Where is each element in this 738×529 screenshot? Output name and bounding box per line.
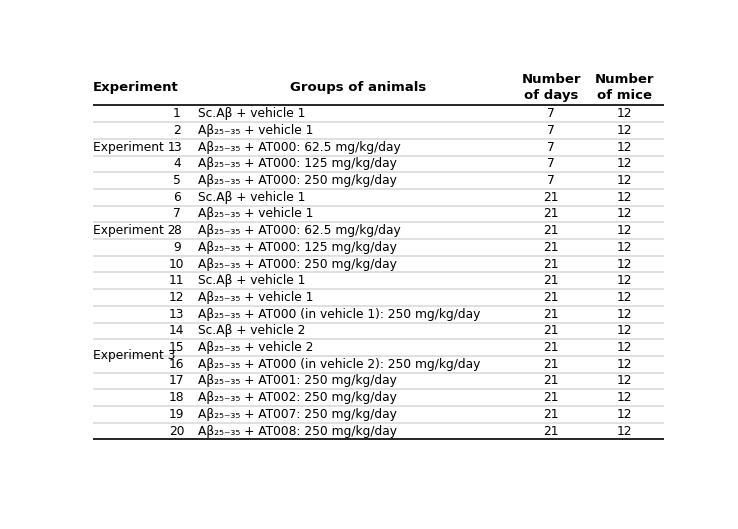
Text: Groups of animals: Groups of animals — [290, 81, 427, 94]
Text: 12: 12 — [617, 408, 632, 421]
Text: Aβ₂₅₋₃₅ + AT000: 125 mg/kg/day: Aβ₂₅₋₃₅ + AT000: 125 mg/kg/day — [198, 158, 397, 170]
Text: 21: 21 — [543, 275, 559, 287]
Text: 8: 8 — [173, 224, 181, 237]
Text: 5: 5 — [173, 174, 181, 187]
Text: 14: 14 — [169, 324, 184, 338]
Text: 9: 9 — [173, 241, 181, 254]
Text: Aβ₂₅₋₃₅ + vehicle 1: Aβ₂₅₋₃₅ + vehicle 1 — [198, 124, 314, 137]
Text: 12: 12 — [169, 291, 184, 304]
Text: 1: 1 — [173, 107, 181, 120]
Text: 2: 2 — [173, 124, 181, 137]
Text: 6: 6 — [173, 191, 181, 204]
Text: Aβ₂₅₋₃₅ + vehicle 2: Aβ₂₅₋₃₅ + vehicle 2 — [198, 341, 314, 354]
Text: Aβ₂₅₋₃₅ + AT000: 62.5 mg/kg/day: Aβ₂₅₋₃₅ + AT000: 62.5 mg/kg/day — [198, 141, 401, 154]
Text: 21: 21 — [543, 308, 559, 321]
Text: Aβ₂₅₋₃₅ + AT002: 250 mg/kg/day: Aβ₂₅₋₃₅ + AT002: 250 mg/kg/day — [198, 391, 397, 404]
Text: 21: 21 — [543, 207, 559, 221]
Text: 12: 12 — [617, 224, 632, 237]
Text: 12: 12 — [617, 291, 632, 304]
Text: Aβ₂₅₋₃₅ + AT000 (in vehicle 2): 250 mg/kg/day: Aβ₂₅₋₃₅ + AT000 (in vehicle 2): 250 mg/k… — [198, 358, 480, 371]
Text: Number
of mice: Number of mice — [595, 73, 655, 102]
Text: 7: 7 — [548, 141, 555, 154]
Text: Aβ₂₅₋₃₅ + AT000: 125 mg/kg/day: Aβ₂₅₋₃₅ + AT000: 125 mg/kg/day — [198, 241, 397, 254]
Text: 21: 21 — [543, 358, 559, 371]
Text: 21: 21 — [543, 408, 559, 421]
Text: 12: 12 — [617, 308, 632, 321]
Text: 15: 15 — [169, 341, 184, 354]
Text: Experiment: Experiment — [93, 81, 179, 94]
Text: Aβ₂₅₋₃₅ + AT000 (in vehicle 1): 250 mg/kg/day: Aβ₂₅₋₃₅ + AT000 (in vehicle 1): 250 mg/k… — [198, 308, 480, 321]
Text: Number
of days: Number of days — [522, 73, 581, 102]
Text: 7: 7 — [173, 207, 181, 221]
Text: 12: 12 — [617, 375, 632, 388]
Text: 21: 21 — [543, 291, 559, 304]
Text: 12: 12 — [617, 241, 632, 254]
Text: 12: 12 — [617, 341, 632, 354]
Text: 21: 21 — [543, 258, 559, 271]
Text: Aβ₂₅₋₃₅ + AT000: 62.5 mg/kg/day: Aβ₂₅₋₃₅ + AT000: 62.5 mg/kg/day — [198, 224, 401, 237]
Text: Aβ₂₅₋₃₅ + AT000: 250 mg/kg/day: Aβ₂₅₋₃₅ + AT000: 250 mg/kg/day — [198, 174, 397, 187]
Text: 12: 12 — [617, 275, 632, 287]
Text: 17: 17 — [169, 375, 184, 388]
Text: 19: 19 — [169, 408, 184, 421]
Text: Aβ₂₅₋₃₅ + vehicle 1: Aβ₂₅₋₃₅ + vehicle 1 — [198, 291, 314, 304]
Text: 16: 16 — [169, 358, 184, 371]
Text: 20: 20 — [169, 425, 184, 437]
Text: 21: 21 — [543, 425, 559, 437]
Text: 12: 12 — [617, 324, 632, 338]
Text: 12: 12 — [617, 425, 632, 437]
Text: 12: 12 — [617, 258, 632, 271]
Text: 18: 18 — [169, 391, 184, 404]
Text: Sc.Aβ + vehicle 1: Sc.Aβ + vehicle 1 — [198, 191, 306, 204]
Text: 21: 21 — [543, 375, 559, 388]
Text: 4: 4 — [173, 158, 181, 170]
Text: Aβ₂₅₋₃₅ + AT001: 250 mg/kg/day: Aβ₂₅₋₃₅ + AT001: 250 mg/kg/day — [198, 375, 397, 388]
Text: 12: 12 — [617, 191, 632, 204]
Text: 12: 12 — [617, 358, 632, 371]
Text: 11: 11 — [169, 275, 184, 287]
Text: Sc.Aβ + vehicle 1: Sc.Aβ + vehicle 1 — [198, 107, 306, 120]
Text: 12: 12 — [617, 107, 632, 120]
Text: 12: 12 — [617, 391, 632, 404]
Text: 7: 7 — [548, 124, 555, 137]
Text: 7: 7 — [548, 174, 555, 187]
Text: Experiment 2: Experiment 2 — [93, 224, 176, 237]
Text: 12: 12 — [617, 174, 632, 187]
Text: 12: 12 — [617, 207, 632, 221]
Text: Aβ₂₅₋₃₅ + AT000: 250 mg/kg/day: Aβ₂₅₋₃₅ + AT000: 250 mg/kg/day — [198, 258, 397, 271]
Text: 12: 12 — [617, 158, 632, 170]
Text: 21: 21 — [543, 391, 559, 404]
Text: 3: 3 — [173, 141, 181, 154]
Text: 21: 21 — [543, 241, 559, 254]
Text: Sc.Aβ + vehicle 1: Sc.Aβ + vehicle 1 — [198, 275, 306, 287]
Text: 10: 10 — [169, 258, 184, 271]
Text: Experiment 1: Experiment 1 — [93, 141, 176, 154]
Text: Sc.Aβ + vehicle 2: Sc.Aβ + vehicle 2 — [198, 324, 306, 338]
Text: 13: 13 — [169, 308, 184, 321]
Text: Experiment 3: Experiment 3 — [93, 350, 176, 362]
Text: 7: 7 — [548, 158, 555, 170]
Text: 21: 21 — [543, 191, 559, 204]
Text: 21: 21 — [543, 224, 559, 237]
Text: 12: 12 — [617, 124, 632, 137]
Text: Aβ₂₅₋₃₅ + AT007: 250 mg/kg/day: Aβ₂₅₋₃₅ + AT007: 250 mg/kg/day — [198, 408, 397, 421]
Text: 21: 21 — [543, 324, 559, 338]
Text: Aβ₂₅₋₃₅ + vehicle 1: Aβ₂₅₋₃₅ + vehicle 1 — [198, 207, 314, 221]
Text: 21: 21 — [543, 341, 559, 354]
Text: 12: 12 — [617, 141, 632, 154]
Text: Aβ₂₅₋₃₅ + AT008: 250 mg/kg/day: Aβ₂₅₋₃₅ + AT008: 250 mg/kg/day — [198, 425, 397, 437]
Text: 7: 7 — [548, 107, 555, 120]
